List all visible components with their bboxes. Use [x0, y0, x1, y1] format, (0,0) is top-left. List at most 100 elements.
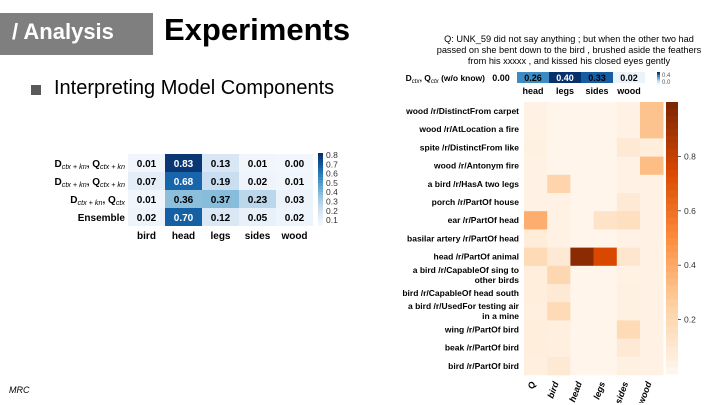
cell-value-label: 0.40 [556, 73, 574, 83]
heatmap-cell [593, 247, 618, 267]
colorbar-segment [666, 176, 678, 185]
colorbar-segment [318, 162, 323, 166]
cell-value-label: 0.05 [248, 213, 268, 224]
heatmap-cell [613, 72, 645, 83]
heatmap-cell [616, 193, 641, 212]
row-label: Ensemble [78, 213, 126, 224]
colorbar-tick-label: 0.4 [684, 260, 696, 270]
colorbar-segment [666, 333, 678, 341]
heatmap-cell [570, 320, 594, 339]
heatmap-cell [276, 172, 313, 190]
slide-title: Experiments [164, 12, 351, 47]
colorbar-segment [318, 177, 323, 181]
heatmap-cell [165, 190, 202, 208]
colorbar-segment [657, 73, 660, 76]
heatmap-cell [616, 247, 641, 267]
heatmap-cell [570, 338, 594, 358]
heatmap-cell [202, 190, 239, 208]
cell-value-label: 0.13 [211, 159, 231, 170]
colorbar-segment [657, 78, 660, 81]
heatmap-cell [570, 193, 594, 212]
column-label: head [522, 86, 543, 96]
cell-value-label: 0.02 [248, 177, 268, 188]
row-label: head /r/PartOf animal [434, 252, 520, 262]
row-label: a bird /r/UsedFor testing air [408, 301, 520, 311]
cell-value-label: 0.01 [137, 159, 157, 170]
colorbar-segment [657, 76, 660, 79]
colorbar-segment [666, 156, 678, 164]
heatmap-cell [570, 265, 594, 285]
row-label: Dctx + kn, Qctx + kn [54, 177, 125, 189]
row-label: bird /r/PartOf bird [448, 361, 519, 371]
row-label: a bird /r/HasA two legs [428, 179, 520, 189]
heatmap-cell [524, 320, 548, 339]
colorbar-segment [318, 171, 323, 175]
colorbar-segment [666, 197, 678, 205]
colorbar-tick-label: 0.7 [326, 159, 338, 169]
heatmap-cell [524, 356, 548, 376]
heatmap-cell [640, 102, 664, 121]
section-tag: / Analysis [0, 13, 153, 55]
colorbar-segment [666, 170, 678, 178]
heatmap-cell [128, 208, 165, 226]
heatmap-cell [524, 120, 548, 139]
cell-value-label: 0.02 [137, 213, 157, 224]
colorbar-segment [666, 278, 678, 287]
column-label: sides [613, 380, 630, 403]
colorbar-segment [318, 165, 323, 169]
heatmap-cell [524, 193, 548, 212]
colorbar-segment [666, 306, 678, 314]
colorbar-segment [318, 186, 323, 190]
heatmap-cell [547, 265, 571, 285]
heatmap-cell [581, 72, 613, 83]
heatmap-cell [547, 138, 571, 157]
heatmap-cell [640, 156, 664, 176]
heatmap-cell [547, 338, 571, 358]
colorbar-segment [318, 156, 323, 160]
heatmap-cell [593, 320, 618, 339]
heatmap-cell [616, 102, 641, 121]
colorbar-segment [666, 319, 678, 327]
heatmap-cell [570, 211, 594, 230]
heatmap-cell [593, 302, 618, 321]
colorbar-segment [318, 195, 323, 199]
question-text: Q: UNK_59 did not say anything ; but whe… [436, 34, 702, 66]
row-label: wood /r/DistinctFrom carpet [405, 106, 519, 116]
heatmap-cell [524, 102, 548, 121]
colorbar-segment [318, 207, 323, 211]
colorbar-tick-label: 0.8 [684, 151, 696, 161]
colorbar-segment [318, 213, 323, 217]
row-label: other birds [475, 275, 520, 285]
heatmap-cell [128, 172, 165, 190]
cell-value-label: 0.01 [285, 177, 305, 188]
heatmap-cell [202, 172, 239, 190]
heatmap-cell [640, 356, 664, 376]
colorbar-tick-label: 0.8 [326, 150, 338, 160]
cell-value-label: 0.12 [211, 213, 231, 224]
colorbar-tick-label: 0.6 [684, 206, 696, 216]
colorbar-segment [666, 340, 678, 348]
heatmap-cell [593, 138, 618, 157]
colorbar-segment [666, 346, 678, 355]
colorbar-segment [666, 102, 678, 110]
heatmap-cell [547, 174, 571, 194]
colorbar-segment [318, 189, 323, 193]
column-label: wood [636, 380, 654, 403]
heatmap-cell [616, 284, 641, 303]
column-label: head [172, 231, 195, 242]
heatmap-cell [517, 72, 549, 83]
colorbar-segment [657, 80, 660, 82]
row-label: in a mine [482, 311, 519, 321]
cell-value-label: 0.70 [174, 213, 194, 224]
heatmap-cell [239, 172, 276, 190]
colorbar-segment [657, 72, 660, 74]
colorbar-segment [666, 142, 678, 151]
heatmap-cell [547, 302, 571, 321]
heatmap-cell [616, 338, 641, 358]
colorbar-segment [666, 353, 678, 361]
cell-value-label: 0.23 [248, 195, 268, 206]
row-label: Dctx + kn, Qctx [70, 195, 125, 207]
colorbar-segment [318, 192, 323, 196]
colorbar-tick-label: 0.0 [662, 80, 671, 86]
heatmap-cell [593, 356, 618, 376]
